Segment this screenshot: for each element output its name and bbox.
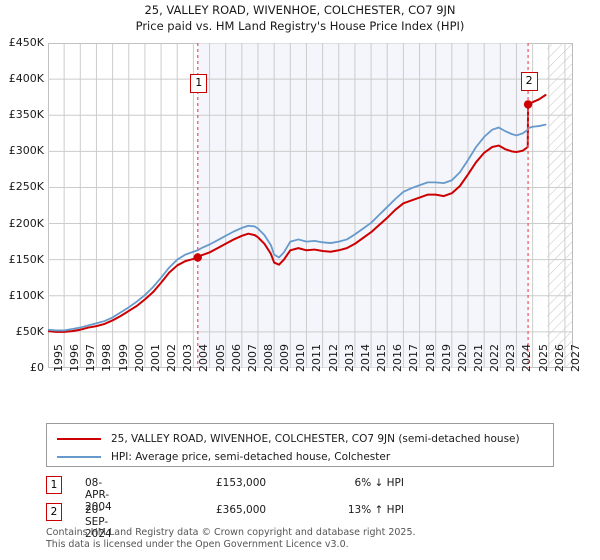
x-tick-label: 2022	[488, 344, 502, 372]
x-tick-label: 2007	[245, 344, 259, 372]
y-tick-label: £300K	[8, 144, 44, 158]
page-title: 25, VALLEY ROAD, WIVENHOE, COLCHESTER, C…	[0, 2, 600, 34]
legend-item: 25, VALLEY ROAD, WIVENHOE, COLCHESTER, C…	[57, 430, 520, 448]
x-tick-label: 2023	[504, 344, 518, 372]
footer-line-1: Contains HM Land Registry data © Crown c…	[46, 527, 416, 538]
legend-swatch	[57, 438, 101, 440]
footer-line-2: This data is licensed under the Open Gov…	[46, 538, 349, 550]
legend-item: HPI: Average price, semi-detached house,…	[57, 448, 390, 466]
transaction-price: £365,000	[216, 504, 267, 516]
plot-svg	[48, 43, 573, 368]
x-tick-label: 2006	[229, 344, 243, 372]
x-tick-label: 2008	[262, 344, 275, 372]
x-tick-label: 2000	[132, 344, 146, 372]
x-tick-label: 1996	[68, 344, 82, 372]
x-tick-label: 2025	[536, 344, 550, 372]
legend-swatch	[57, 456, 101, 458]
x-tick-label: 2016	[391, 344, 405, 372]
x-tick-label: 2018	[423, 344, 437, 372]
x-tick-label: 2015	[375, 344, 389, 372]
x-tick-label: 2013	[342, 344, 356, 372]
transaction-badge: 2	[46, 503, 62, 521]
transaction-hpi-delta: 6% ↓ HPI	[354, 477, 404, 489]
x-tick-label: 1997	[84, 344, 98, 372]
y-tick-label: £50K	[15, 324, 44, 338]
chart-legend: 25, VALLEY ROAD, WIVENHOE, COLCHESTER, C…	[46, 423, 554, 467]
transaction-badge: 1	[46, 476, 62, 494]
legend-label: HPI: Average price, semi-detached house,…	[111, 451, 391, 463]
x-tick-label: 1999	[116, 344, 130, 372]
x-tick-label: 2021	[472, 344, 485, 372]
x-tick-label: 2010	[294, 344, 308, 372]
y-tick-label: £250K	[8, 180, 44, 194]
x-tick-label: 2012	[326, 344, 340, 372]
x-tick-label: 2001	[148, 344, 162, 372]
legend-label: 25, VALLEY ROAD, WIVENHOE, COLCHESTER, C…	[111, 433, 520, 445]
transaction-date: 20-SEP-2024	[85, 504, 112, 540]
x-tick-label: 2020	[455, 344, 469, 372]
x-tick-label: 2004	[197, 344, 211, 372]
transaction-date: 08-APR-2004	[85, 477, 112, 513]
title-line-1: 25, VALLEY ROAD, WIVENHOE, COLCHESTER, C…	[144, 3, 456, 17]
footer-attribution: Contains HM Land Registry data © Crown c…	[46, 527, 586, 550]
marker-callout-2: 2	[520, 72, 538, 91]
x-tick-label: 2003	[181, 344, 195, 372]
x-tick-label: 2002	[165, 344, 179, 372]
y-tick-label: £400K	[8, 72, 44, 86]
x-tick-label: 2005	[213, 344, 227, 372]
x-tick-label: 2014	[358, 344, 372, 372]
x-tick-label: 2019	[439, 344, 453, 372]
marker-callout-1: 1	[190, 74, 208, 93]
y-tick-label: £0	[30, 361, 44, 374]
x-tick-label: 1995	[52, 344, 65, 372]
x-tick-label: 2027	[568, 344, 582, 372]
y-tick-label: £450K	[8, 36, 44, 49]
y-tick-label: £200K	[8, 216, 44, 230]
x-tick-label: 2026	[552, 344, 566, 372]
price-history-chart: £0 £50K £100K £150K £200K £250K £300K £350K £400…	[9, 36, 582, 374]
x-tick-label: 2011	[310, 344, 324, 372]
x-tick-label: 2009	[278, 344, 292, 372]
y-tick-label: £150K	[8, 252, 44, 266]
y-tick-label: £100K	[8, 288, 44, 302]
transaction-hpi-delta: 13% ↑ HPI	[347, 504, 404, 516]
x-tick-label: 1998	[100, 344, 114, 372]
y-tick-label: £350K	[8, 108, 44, 122]
x-tick-label: 2017	[407, 344, 421, 372]
title-line-2: Price paid vs. HM Land Registry's House …	[135, 19, 465, 33]
x-tick-label: 2024	[520, 344, 534, 372]
transaction-price: £153,000	[216, 477, 267, 489]
